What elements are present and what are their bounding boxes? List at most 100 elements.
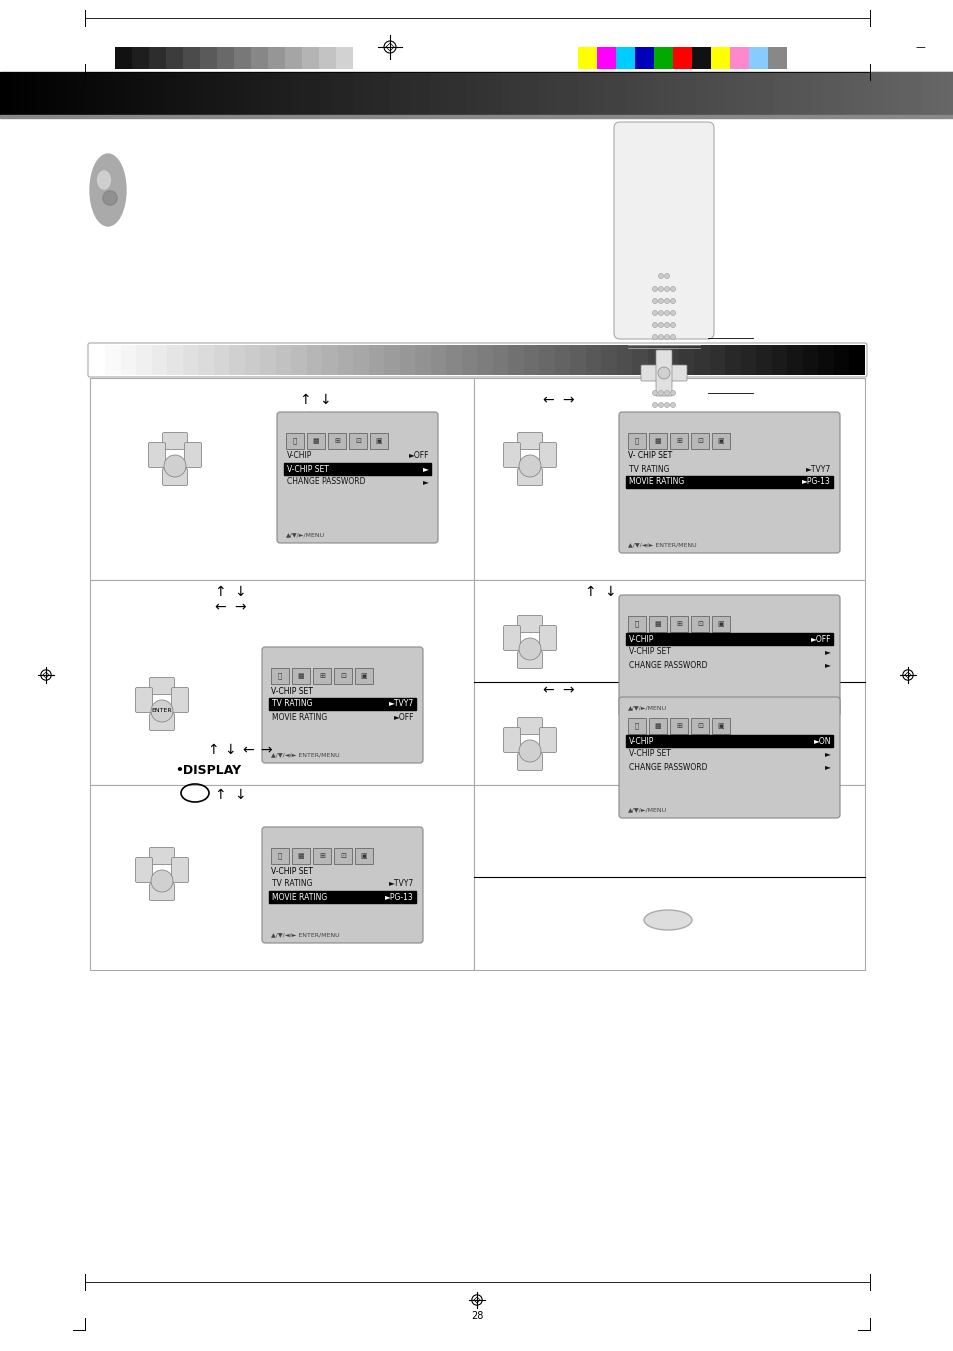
Text: ►OFF: ►OFF: [393, 712, 414, 721]
Bar: [690, 434, 708, 449]
FancyBboxPatch shape: [517, 432, 542, 450]
Circle shape: [667, 427, 672, 431]
Text: ⊡: ⊡: [339, 852, 346, 859]
FancyBboxPatch shape: [172, 688, 189, 712]
Circle shape: [660, 415, 666, 420]
Bar: [216, 47, 233, 69]
Text: V- CHIP SET: V- CHIP SET: [627, 451, 672, 461]
FancyBboxPatch shape: [640, 365, 686, 381]
FancyBboxPatch shape: [517, 616, 542, 632]
Circle shape: [652, 323, 657, 327]
FancyBboxPatch shape: [503, 626, 520, 650]
Ellipse shape: [97, 172, 111, 189]
Text: ▲/▼/►/MENU: ▲/▼/►/MENU: [627, 808, 666, 812]
Bar: [269, 892, 416, 902]
Text: ▦: ▦: [297, 852, 304, 859]
Bar: [251, 47, 268, 69]
Circle shape: [664, 273, 669, 278]
FancyBboxPatch shape: [135, 858, 152, 882]
Text: ⊞: ⊞: [318, 852, 325, 859]
Text: CHANGE PASSWORD: CHANGE PASSWORD: [628, 661, 707, 670]
Text: ↑: ↑: [583, 585, 596, 598]
Ellipse shape: [643, 911, 691, 929]
Circle shape: [652, 390, 657, 396]
Bar: [729, 47, 748, 69]
Circle shape: [518, 455, 540, 477]
Text: ⊞: ⊞: [676, 723, 681, 730]
Text: ►: ►: [824, 762, 830, 771]
Text: V-CHIP: V-CHIP: [287, 451, 312, 461]
FancyBboxPatch shape: [517, 469, 542, 485]
Bar: [648, 717, 666, 734]
Bar: [200, 47, 216, 69]
FancyBboxPatch shape: [614, 122, 713, 339]
Circle shape: [664, 299, 669, 304]
Bar: [286, 434, 304, 449]
Text: CHANGE PASSWORD: CHANGE PASSWORD: [287, 477, 365, 486]
Bar: [292, 667, 310, 684]
Text: ▲/▼/►/MENU: ▲/▼/►/MENU: [286, 532, 325, 538]
Bar: [625, 735, 832, 747]
Text: ►: ►: [423, 477, 429, 486]
Circle shape: [670, 323, 675, 327]
Bar: [654, 47, 672, 69]
Text: ►PG-13: ►PG-13: [385, 893, 414, 901]
Circle shape: [658, 273, 662, 278]
Text: ►TVY7: ►TVY7: [388, 700, 414, 708]
Bar: [648, 616, 666, 632]
Bar: [183, 47, 200, 69]
FancyBboxPatch shape: [618, 594, 840, 716]
Text: ►TVY7: ►TVY7: [388, 880, 414, 889]
Circle shape: [164, 455, 186, 477]
Bar: [767, 47, 786, 69]
Circle shape: [664, 323, 669, 327]
Text: ⊡: ⊡: [697, 621, 702, 627]
Bar: [302, 47, 318, 69]
Text: →: →: [233, 600, 246, 613]
Text: ▲/▼/◄/► ENTER/MENU: ▲/▼/◄/► ENTER/MENU: [271, 932, 339, 938]
Bar: [115, 47, 132, 69]
Circle shape: [652, 335, 657, 339]
Circle shape: [518, 740, 540, 762]
Circle shape: [652, 286, 657, 292]
Bar: [271, 667, 289, 684]
Text: ⊞: ⊞: [676, 438, 681, 444]
FancyBboxPatch shape: [150, 713, 174, 731]
Text: ▲/▼/►/MENU: ▲/▼/►/MENU: [627, 705, 666, 711]
Text: ←: ←: [541, 684, 554, 697]
Text: V-CHIP SET: V-CHIP SET: [271, 866, 313, 875]
Text: ←: ←: [214, 600, 226, 613]
Bar: [271, 848, 289, 865]
Text: ←: ←: [242, 743, 253, 757]
Text: ►: ►: [824, 647, 830, 657]
Text: ►: ►: [423, 465, 429, 473]
Circle shape: [655, 427, 659, 431]
Bar: [578, 47, 597, 69]
Text: ←: ←: [541, 393, 554, 407]
Text: MOVIE RATING: MOVIE RATING: [272, 893, 327, 901]
Circle shape: [658, 403, 662, 408]
Bar: [233, 47, 251, 69]
Text: V-CHIP SET: V-CHIP SET: [628, 647, 670, 657]
Text: ⊞: ⊞: [318, 673, 325, 680]
Bar: [268, 47, 285, 69]
Bar: [328, 434, 346, 449]
Text: ▣: ▣: [717, 438, 723, 444]
Text: ▣: ▣: [717, 723, 723, 730]
Circle shape: [652, 403, 657, 408]
FancyBboxPatch shape: [135, 688, 152, 712]
Text: ⏱: ⏱: [634, 723, 639, 730]
Bar: [132, 47, 149, 69]
Text: ⏱: ⏱: [277, 673, 282, 680]
Text: V-CHIP SET: V-CHIP SET: [628, 750, 670, 758]
Text: ⏱: ⏱: [277, 852, 282, 859]
Text: ►OFF: ►OFF: [810, 635, 830, 643]
Bar: [90, 378, 474, 580]
Text: ►: ►: [824, 750, 830, 758]
Text: ↑: ↑: [214, 585, 226, 598]
Bar: [334, 848, 352, 865]
Circle shape: [658, 323, 662, 327]
FancyBboxPatch shape: [618, 412, 840, 553]
Text: MOVIE RATING: MOVIE RATING: [272, 712, 327, 721]
Text: ▦: ▦: [654, 621, 660, 627]
